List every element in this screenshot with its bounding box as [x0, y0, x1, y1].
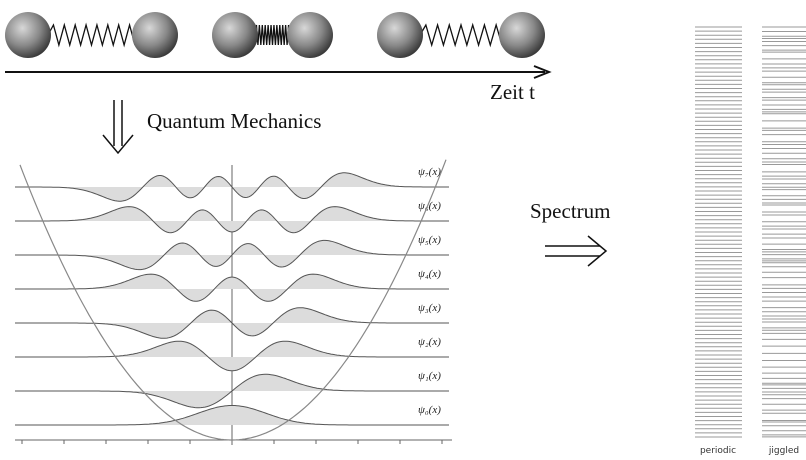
diagram: Zeit t Quantum Mechanics ψ₇(x)ψ₆(x)ψ₅(x)…: [0, 0, 806, 460]
mass: [5, 12, 51, 58]
wavefunction-label: ψ₁(x): [418, 370, 441, 382]
mass: [377, 12, 423, 58]
mass: [287, 12, 333, 58]
harmonic-oscillator-plot: ψ₇(x)ψ₆(x)ψ₅(x)ψ₄(x)ψ₃(x)ψ₂(x)ψ₁(x)ψ₀(x): [15, 160, 452, 445]
wavefunction-label: ψ₃(x): [418, 302, 441, 314]
spectrum-column-label: jiggled: [768, 446, 799, 456]
down-double-arrow: [103, 100, 133, 153]
oscillators: [5, 12, 545, 58]
potential: [20, 160, 446, 440]
mass: [212, 12, 258, 58]
spectrum-title: Spectrum: [530, 199, 610, 223]
wavefunction-label: ψ₇(x): [418, 166, 441, 178]
mass: [499, 12, 545, 58]
quantum-label: Quantum Mechanics: [147, 109, 321, 133]
mass: [132, 12, 178, 58]
wavefunction-label: ψ₄(x): [418, 268, 441, 280]
wavefunction-label: ψ₂(x): [418, 336, 441, 348]
wavefunction-label: ψ₅(x): [418, 234, 441, 246]
right-double-arrow: [545, 236, 606, 266]
spectrum-column-label: periodic: [700, 446, 736, 456]
spring: [255, 25, 290, 45]
spring: [48, 25, 135, 45]
time-axis-label: Zeit t: [490, 80, 535, 104]
spectra: [695, 27, 806, 437]
wavefunction-label: ψ₀(x): [418, 404, 441, 416]
spring: [420, 25, 502, 45]
probability-band: [15, 406, 450, 426]
